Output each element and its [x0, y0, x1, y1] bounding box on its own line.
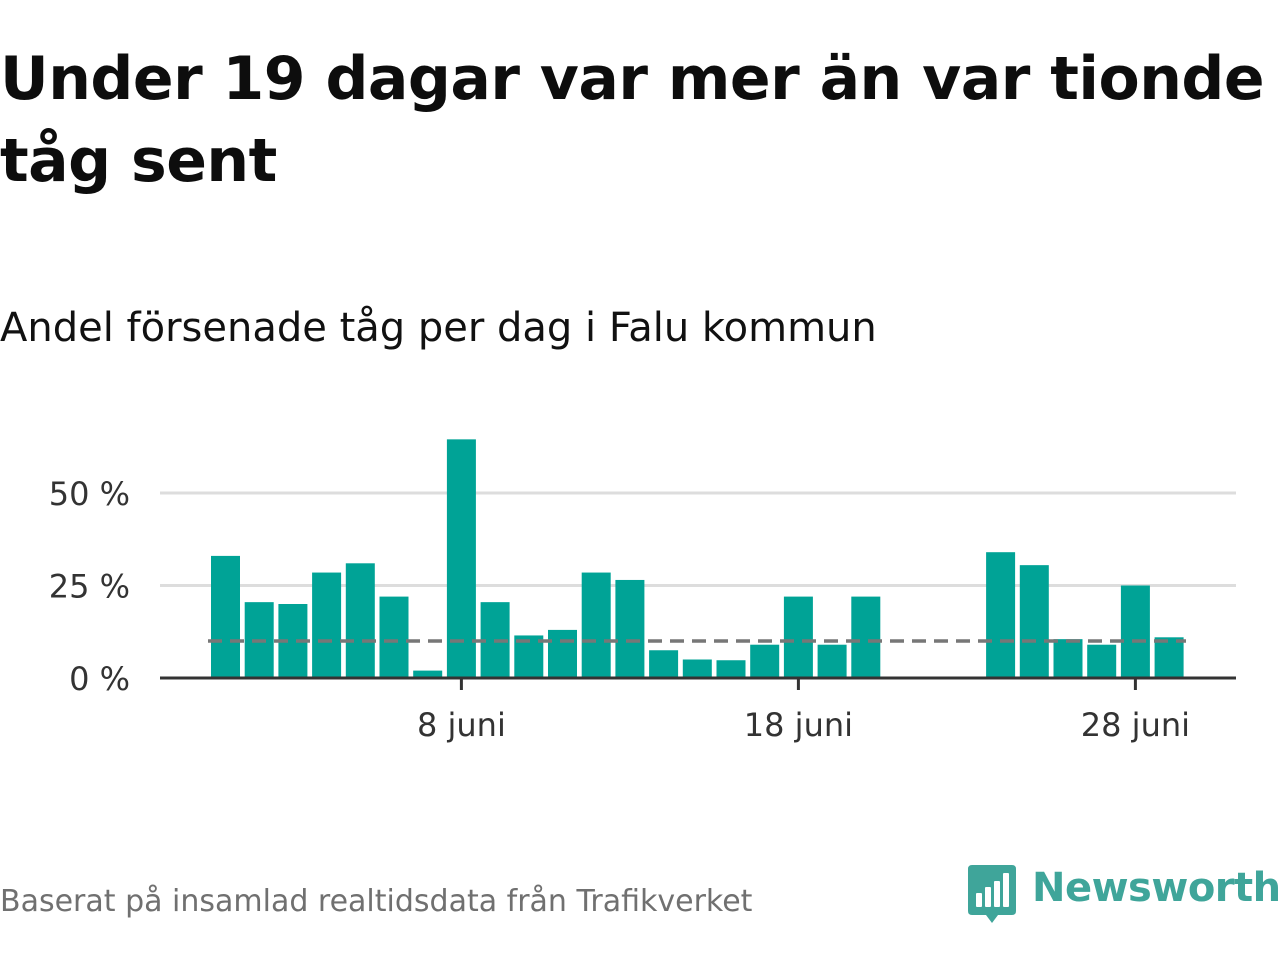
- bar: [548, 629, 577, 678]
- bar: [1053, 639, 1083, 678]
- y-tick-label: 50 %: [49, 475, 130, 513]
- brand-logo[interactable]: Newsworthy: [964, 863, 1280, 927]
- bar: [379, 596, 409, 678]
- bar: [1154, 637, 1184, 678]
- bar: [211, 555, 240, 678]
- bar: [1120, 585, 1150, 678]
- bar: [615, 579, 645, 678]
- gridlines: [160, 491, 1236, 587]
- chart-subtitle: Andel försenade tåg per dag i Falu kommu…: [0, 305, 877, 351]
- bar: [345, 563, 375, 678]
- bar: [649, 650, 679, 678]
- bar: [413, 670, 443, 678]
- x-tick-label: 28 juni: [1081, 706, 1190, 744]
- bar: [312, 572, 342, 678]
- bar-chart: 0 % 25 % 50 % 8 juni 18 juni 28 juni: [49, 439, 1236, 744]
- x-tick-label: 18 juni: [744, 706, 853, 744]
- bar: [986, 552, 1016, 678]
- bar: [581, 572, 611, 678]
- bar: [851, 596, 881, 678]
- page-title: Under 19 dagar var mer än var tionde tåg…: [0, 44, 1265, 196]
- bar: [783, 596, 813, 678]
- bars: [211, 439, 1184, 678]
- bar: [750, 644, 780, 678]
- bar: [1019, 565, 1049, 678]
- y-tick-label: 0 %: [69, 660, 130, 698]
- x-axis-ticks: 8 juni 18 juni 28 juni: [417, 678, 1190, 744]
- brand-name: Newsworthy: [1032, 865, 1280, 911]
- x-tick-label: 8 juni: [417, 706, 506, 744]
- bar: [446, 439, 476, 678]
- bar: [716, 660, 746, 678]
- bar: [682, 659, 712, 678]
- y-axis-ticks: 0 % 25 % 50 %: [49, 475, 130, 698]
- newsworthy-logo-icon: [968, 865, 1016, 923]
- bar: [817, 644, 847, 678]
- source-note: Baserat på insamlad realtidsdata från Tr…: [0, 884, 753, 919]
- bar: [1087, 644, 1117, 678]
- y-tick-label: 25 %: [49, 568, 130, 606]
